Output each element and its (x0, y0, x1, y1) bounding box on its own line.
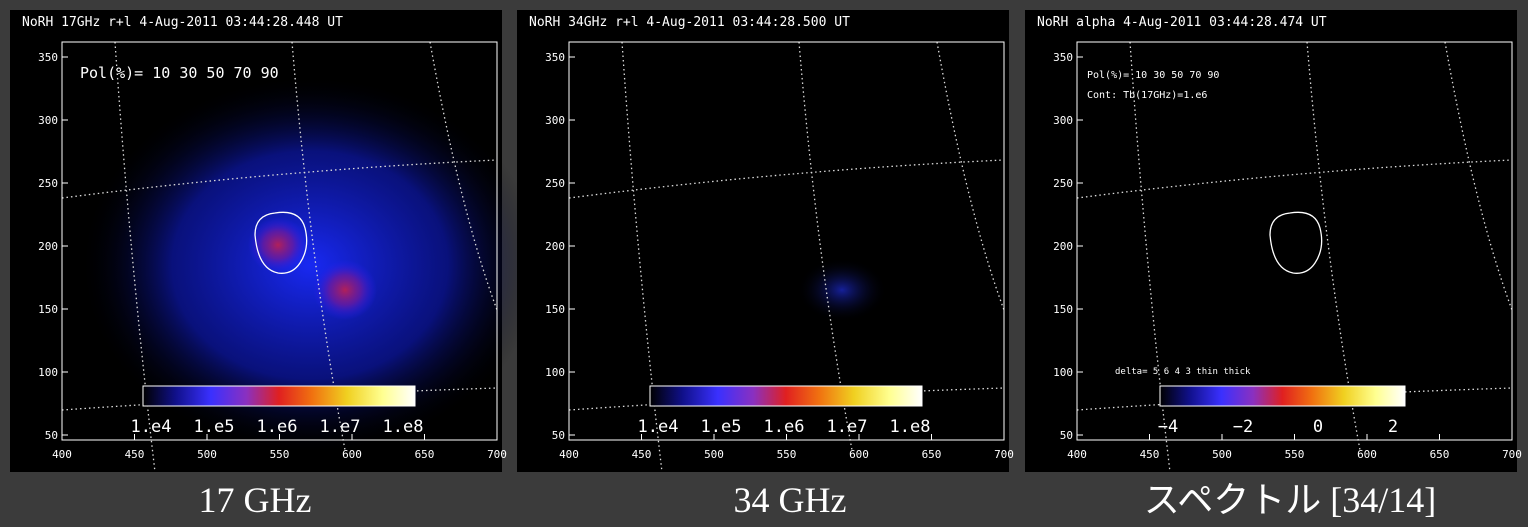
colorbar (1159, 385, 1406, 407)
colorbar-label: 1.e6 (257, 417, 298, 437)
contour (254, 211, 308, 274)
colorbar (142, 385, 416, 407)
colorbar-label: 1.e4 (131, 417, 172, 437)
annotation: Cont: Tb(17GHz)=1.e6 (1087, 90, 1207, 101)
colorbar-top-label: delta= 5 6 4 3 thin thick (1115, 367, 1251, 377)
coordinate-grid (621, 41, 663, 473)
y-tick-label: 250 (545, 177, 565, 190)
x-tick-label: 400 (52, 448, 72, 461)
panel: NoRH alpha 4-Aug-2011 03:44:28.474 UT 400… (1025, 10, 1522, 473)
x-tick-label: 550 (1285, 448, 1305, 461)
coordinate-grid (1076, 159, 1513, 199)
y-tick-label: 200 (38, 240, 58, 253)
emission-core (313, 260, 377, 320)
y-tick-label: 100 (1053, 366, 1073, 379)
x-tick-label: 700 (1502, 448, 1522, 461)
x-tick-label: 400 (559, 448, 579, 461)
panel-title: NoRH 34GHz r+l 4-Aug-2011 03:44:28.500 U… (529, 15, 850, 30)
coordinate-grid (61, 159, 498, 199)
coordinate-grid (1129, 41, 1171, 473)
x-tick-label: 650 (415, 448, 435, 461)
caption: スペクトル [34/14] (1144, 480, 1436, 520)
y-tick-label: 350 (545, 51, 565, 64)
colorbar-label: 0 (1313, 417, 1323, 437)
colorbar-label: 1.e4 (638, 417, 679, 437)
y-tick-label: 50 (45, 429, 58, 442)
caption: 17 GHz (199, 480, 312, 520)
x-tick-label: 700 (994, 448, 1014, 461)
y-tick-label: 100 (38, 366, 58, 379)
x-tick-label: 500 (704, 448, 724, 461)
y-tick-label: 50 (1060, 429, 1073, 442)
coordinate-grid (798, 41, 853, 451)
y-tick-label: 100 (545, 366, 565, 379)
y-tick-label: 150 (1053, 303, 1073, 316)
colorbar-label: 1.e8 (890, 417, 931, 437)
x-tick-label: 550 (777, 448, 797, 461)
panel-title: NoRH 17GHz r+l 4-Aug-2011 03:44:28.448 U… (22, 15, 343, 30)
contour (1269, 211, 1323, 274)
colorbar-label: 1.e5 (701, 417, 742, 437)
coordinate-grid (1306, 41, 1361, 451)
emission (80, 75, 540, 455)
x-tick-label: 650 (922, 448, 942, 461)
panel: NoRH 34GHz r+l 4-Aug-2011 03:44:28.500 U… (517, 10, 1014, 473)
emission-core (248, 217, 308, 273)
x-tick-label: 600 (342, 448, 362, 461)
x-tick-label: 600 (1357, 448, 1377, 461)
coordinate-grid (1076, 387, 1513, 411)
colorbar-label: 1.e7 (320, 417, 361, 437)
y-tick-label: 150 (545, 303, 565, 316)
x-tick-label: 550 (270, 448, 290, 461)
colorbar-label: −2 (1233, 417, 1253, 437)
y-tick-label: 200 (1053, 240, 1073, 253)
x-tick-label: 500 (197, 448, 217, 461)
y-tick-label: 200 (545, 240, 565, 253)
y-tick-label: 250 (38, 177, 58, 190)
coordinate-grid (291, 41, 346, 451)
y-tick-label: 350 (1053, 51, 1073, 64)
colorbar (649, 385, 923, 407)
x-tick-label: 450 (632, 448, 652, 461)
y-tick-label: 350 (38, 51, 58, 64)
coordinate-grid (429, 41, 498, 311)
annotation: Pol(%)= 10 30 50 70 90 (80, 64, 279, 82)
panel-title: NoRH alpha 4-Aug-2011 03:44:28.474 UT (1037, 15, 1327, 30)
colorbar-label: 1.e8 (383, 417, 424, 437)
x-tick-label: 450 (125, 448, 145, 461)
colorbar-label: 1.e7 (827, 417, 868, 437)
x-tick-label: 700 (487, 448, 507, 461)
emission (797, 258, 887, 322)
y-tick-label: 300 (545, 114, 565, 127)
x-tick-label: 600 (849, 448, 869, 461)
coordinate-grid (114, 41, 156, 473)
coordinate-grid (568, 159, 1005, 199)
coordinate-grid (1444, 41, 1513, 311)
colorbar-label: 1.e5 (194, 417, 235, 437)
caption: 34 GHz (734, 480, 847, 520)
y-tick-label: 300 (38, 114, 58, 127)
y-tick-label: 250 (1053, 177, 1073, 190)
y-tick-label: 150 (38, 303, 58, 316)
y-tick-label: 300 (1053, 114, 1073, 127)
colorbar-label: −4 (1158, 417, 1178, 437)
x-tick-label: 450 (1140, 448, 1160, 461)
colorbar-label: 1.e6 (764, 417, 805, 437)
x-tick-label: 500 (1212, 448, 1232, 461)
coordinate-grid (568, 387, 1005, 411)
x-tick-label: 650 (1430, 448, 1450, 461)
x-tick-label: 400 (1067, 448, 1087, 461)
panel: NoRH 17GHz r+l 4-Aug-2011 03:44:28.448 U… (10, 10, 540, 473)
y-tick-label: 50 (552, 429, 565, 442)
annotation: Pol(%)= 10 30 50 70 90 (1087, 70, 1219, 81)
colorbar-label: 2 (1388, 417, 1398, 437)
coordinate-grid (936, 41, 1005, 311)
coordinate-grid (61, 387, 498, 411)
